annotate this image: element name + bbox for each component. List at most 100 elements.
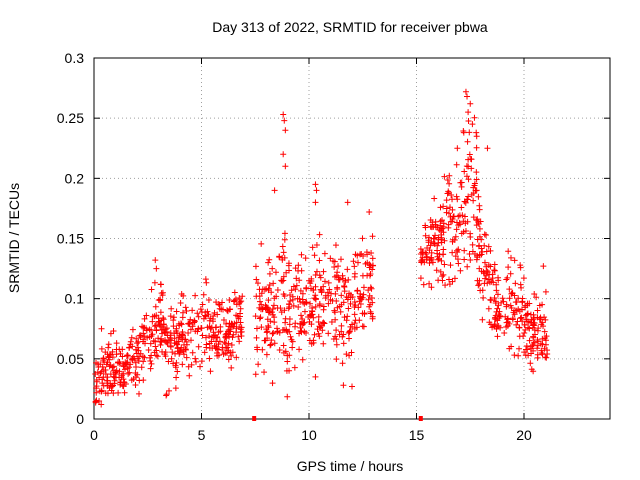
data-point [487,263,494,270]
y-tick-label: 0.25 [57,110,84,126]
data-point [113,346,120,353]
data-point [211,342,218,349]
data-point [133,363,140,370]
data-point [509,289,516,296]
data-point [292,265,299,272]
data-point [473,187,480,194]
data-point [357,301,364,308]
data-point [286,315,293,322]
data-point [262,337,269,344]
data-point [491,321,498,328]
data-point [112,374,119,381]
data-point [257,314,264,321]
data-point [365,296,372,303]
data-point [301,300,308,307]
data-point [122,361,129,368]
data-point [259,346,266,353]
data-point [476,202,483,209]
x-tick-label: 10 [301,427,317,443]
data-point [215,300,222,307]
data-point [146,326,153,333]
data-point [511,352,518,359]
data-point [470,190,477,197]
data-point [303,284,310,291]
data-point [281,236,288,243]
data-point [263,329,270,336]
data-point [199,332,206,339]
data-point [206,340,213,347]
data-point [422,232,429,239]
data-point [469,121,476,128]
data-point [359,272,366,279]
data-point [141,315,148,322]
data-point [321,250,328,257]
data-point [105,344,112,351]
data-point [497,324,504,331]
data-point [289,344,296,351]
data-point [417,275,424,282]
data-point [308,321,315,328]
data-point [179,361,186,368]
data-point [501,330,508,337]
x-tick-label: 15 [409,427,425,443]
data-point [92,370,99,377]
data-point [316,257,323,264]
data-point [368,250,375,257]
data-point [162,353,169,360]
data-point [155,335,162,342]
data-point [441,261,448,268]
data-point [271,187,278,194]
data-point [417,245,424,252]
data-point [486,319,493,326]
data-point [527,360,534,367]
y-tick-label: 0.1 [65,291,85,307]
data-point [162,326,169,333]
data-point [270,329,277,336]
data-point [473,144,480,151]
data-point [285,260,292,267]
data-point [366,261,373,268]
data-point [320,268,327,275]
data-point [286,300,293,307]
data-point [167,342,174,349]
data-point [183,308,190,315]
data-point [351,320,358,327]
data-point [527,343,534,350]
data-point [222,334,229,341]
data-point [281,307,288,314]
data-point [452,233,459,240]
data-point [461,213,468,220]
data-point [465,156,472,163]
data-point [281,293,288,300]
data-point [290,283,297,290]
data-point [458,183,465,190]
data-point [190,319,197,326]
data-point [542,288,549,295]
data-point [124,365,131,372]
data-point [104,390,111,397]
data-point [269,305,276,312]
data-point [301,319,308,326]
data-point [211,309,218,316]
data-point [540,263,547,270]
data-point [223,330,230,337]
data-point [339,272,346,279]
data-point [160,314,167,321]
data-point [451,275,458,282]
data-point [126,369,133,376]
data-point [185,320,192,327]
data-point [426,280,433,287]
data-point [308,278,315,285]
data-point [539,335,546,342]
data-point [328,319,335,326]
data-point [229,349,236,356]
data-point [316,333,323,340]
data-point [173,374,180,381]
data-point [119,346,126,353]
data-point [422,222,429,229]
data-point [322,292,329,299]
data-point [152,343,159,350]
data-point [110,390,117,397]
data-point [330,336,337,343]
